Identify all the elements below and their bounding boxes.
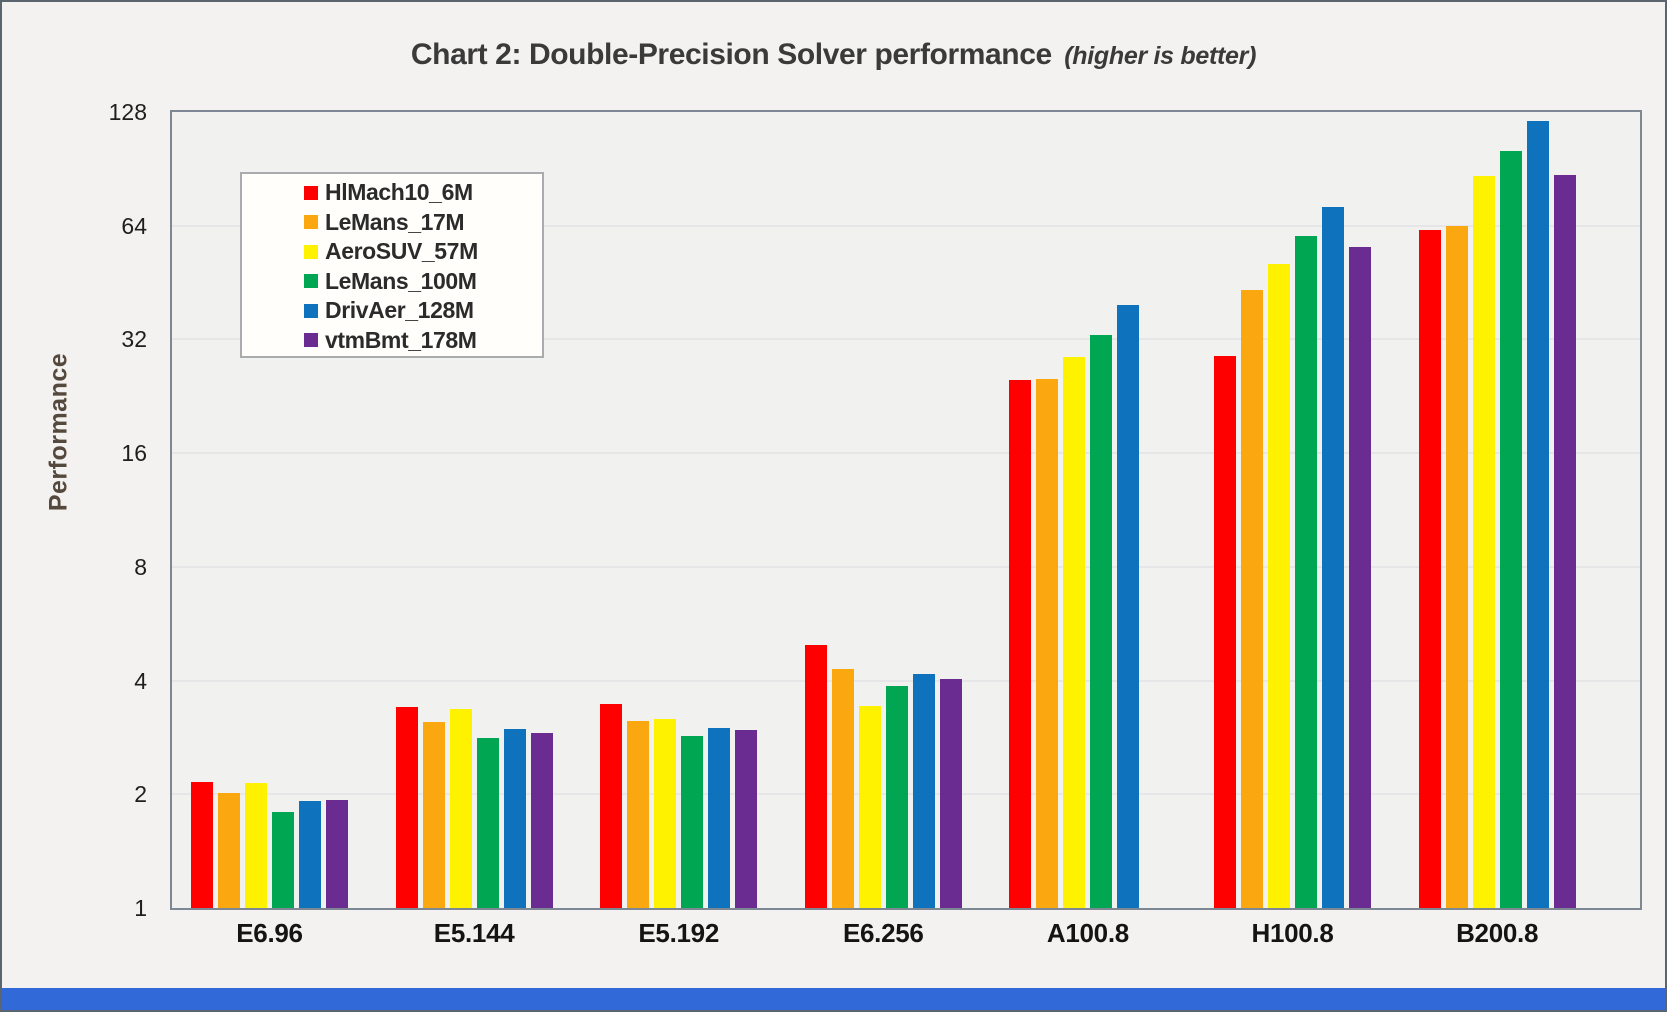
y-tick-label: 128 <box>108 99 147 125</box>
x-category-label: E5.192 <box>638 918 719 948</box>
legend-item: LeMans_100M <box>304 267 542 297</box>
bar <box>449 709 472 908</box>
bar <box>1349 246 1371 908</box>
bar <box>1322 206 1344 908</box>
legend-label: DrivAer_128M <box>325 297 474 324</box>
legend-label: vtmBmt_178M <box>325 326 477 353</box>
y-tick-label: 16 <box>121 440 147 467</box>
bar <box>708 728 731 908</box>
bar <box>1445 225 1468 908</box>
bottom-accent-bar <box>2 988 1665 1010</box>
chart-title-note: (higher is better) <box>1064 42 1257 70</box>
bar <box>422 722 445 908</box>
legend-swatch-icon <box>304 333 318 348</box>
x-category-label: B200.8 <box>1456 918 1539 948</box>
bar <box>831 668 854 908</box>
y-tick-label: 1 <box>134 895 147 921</box>
bar <box>912 673 935 908</box>
legend-swatch-icon <box>304 244 318 259</box>
bar <box>681 736 704 908</box>
gridline <box>172 452 1640 455</box>
bar <box>1036 378 1059 908</box>
bar <box>1214 355 1236 908</box>
gridline <box>172 338 1640 341</box>
bar <box>1117 305 1140 908</box>
legend-swatch-icon <box>304 185 318 200</box>
bar <box>1295 235 1317 908</box>
legend-label: LeMans_17M <box>325 208 465 235</box>
legend-item: AeroSUV_57M <box>304 237 542 267</box>
bar <box>503 729 526 908</box>
y-tick-label: 8 <box>134 553 147 580</box>
bar-group <box>191 112 348 908</box>
bar-group <box>395 112 553 908</box>
bar <box>939 678 962 908</box>
bar <box>530 733 553 908</box>
x-category-label: E6.96 <box>236 918 303 948</box>
bar <box>858 706 881 908</box>
legend-label: LeMans_100M <box>325 267 477 294</box>
plot-area <box>170 110 1642 910</box>
chart-title: Chart 2: Double-Precision Solver perform… <box>2 38 1665 72</box>
bar <box>654 719 677 908</box>
bar <box>804 645 827 908</box>
bar <box>885 686 908 908</box>
legend-swatch-icon <box>304 215 318 230</box>
bar-group <box>1009 112 1166 908</box>
gridline <box>172 565 1640 568</box>
chart-title-text: Chart 2: Double-Precision Solver perform… <box>410 38 1052 71</box>
legend-item: DrivAer_128M <box>304 296 542 326</box>
bar <box>1090 334 1113 908</box>
x-category-label: E6.256 <box>842 918 924 948</box>
bar <box>1063 356 1086 908</box>
bar <box>218 792 240 908</box>
bar <box>1553 175 1576 908</box>
bar <box>395 707 418 908</box>
legend-label: HlMach10_6M <box>325 179 473 206</box>
y-axis-title: Performance <box>44 352 73 512</box>
bar <box>1268 263 1290 908</box>
legend-swatch-icon <box>304 274 318 289</box>
bar-group <box>1214 112 1371 908</box>
bar-group <box>600 112 758 908</box>
gridline <box>172 224 1640 227</box>
legend-item: vtmBmt_178M <box>304 326 542 356</box>
gridline <box>172 679 1640 682</box>
x-category-label: A100.8 <box>1046 918 1129 948</box>
bar <box>735 730 758 908</box>
bar <box>299 801 321 908</box>
bar <box>245 783 267 908</box>
legend-item: LeMans_17M <box>304 208 542 238</box>
bar <box>272 811 294 908</box>
y-tick-label: 2 <box>134 781 147 808</box>
y-tick-label: 64 <box>121 212 147 239</box>
bar <box>1009 379 1032 908</box>
bar <box>476 737 499 908</box>
y-tick-label: 32 <box>121 326 147 353</box>
bar <box>1472 176 1495 908</box>
bar <box>627 721 650 908</box>
bar <box>1418 229 1441 908</box>
bar <box>1526 121 1549 908</box>
bar <box>1241 290 1263 908</box>
legend-swatch-icon <box>304 303 318 318</box>
bar <box>1499 150 1522 908</box>
legend-item: HlMach10_6M <box>304 178 542 208</box>
bar <box>326 800 348 908</box>
legend: HlMach10_6M LeMans_17M AeroSUV_57M LeMans_1… <box>240 172 544 358</box>
bar-group <box>1418 112 1576 908</box>
y-tick-label: 4 <box>134 667 147 694</box>
bar <box>191 781 213 908</box>
bar <box>600 704 623 908</box>
x-category-label: H100.8 <box>1251 918 1334 948</box>
bar-group <box>804 112 962 908</box>
legend-label: AeroSUV_57M <box>325 238 478 265</box>
x-category-label: E5.144 <box>433 918 515 948</box>
